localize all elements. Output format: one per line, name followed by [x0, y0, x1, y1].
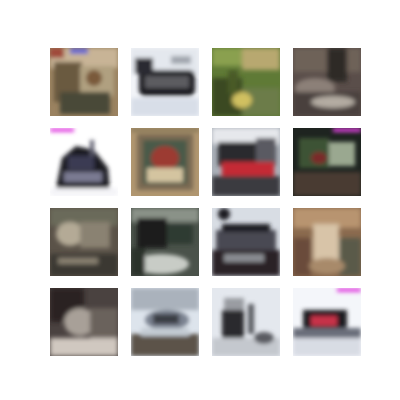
generated-image-11: [212, 208, 280, 276]
grid-tile-13: [50, 288, 118, 356]
grid-tile-14: [131, 288, 199, 356]
generated-image-2: [131, 48, 199, 116]
grid-tile-4: [293, 48, 361, 116]
image-grid: [50, 48, 361, 356]
grid-tile-16: [293, 288, 361, 356]
generated-image-13: [50, 288, 118, 356]
grid-tile-5: [50, 128, 118, 196]
generated-image-5: [50, 128, 118, 196]
generated-image-14: [131, 288, 199, 356]
generated-image-9: [50, 208, 118, 276]
generated-image-4: [293, 48, 361, 116]
generated-image-7: [212, 128, 280, 196]
grid-tile-10: [131, 208, 199, 276]
grid-tile-2: [131, 48, 199, 116]
generated-image-16: [293, 288, 361, 356]
grid-tile-12: [293, 208, 361, 276]
generated-image-12: [293, 208, 361, 276]
generated-image-6: [131, 128, 199, 196]
grid-tile-15: [212, 288, 280, 356]
grid-tile-8: [293, 128, 361, 196]
grid-tile-3: [212, 48, 280, 116]
generated-image-10: [131, 208, 199, 276]
grid-tile-6: [131, 128, 199, 196]
generated-image-3: [212, 48, 280, 116]
grid-tile-1: [50, 48, 118, 116]
grid-tile-7: [212, 128, 280, 196]
generated-image-8: [293, 128, 361, 196]
grid-tile-9: [50, 208, 118, 276]
generated-image-1: [50, 48, 118, 116]
grid-tile-11: [212, 208, 280, 276]
generated-image-15: [212, 288, 280, 356]
